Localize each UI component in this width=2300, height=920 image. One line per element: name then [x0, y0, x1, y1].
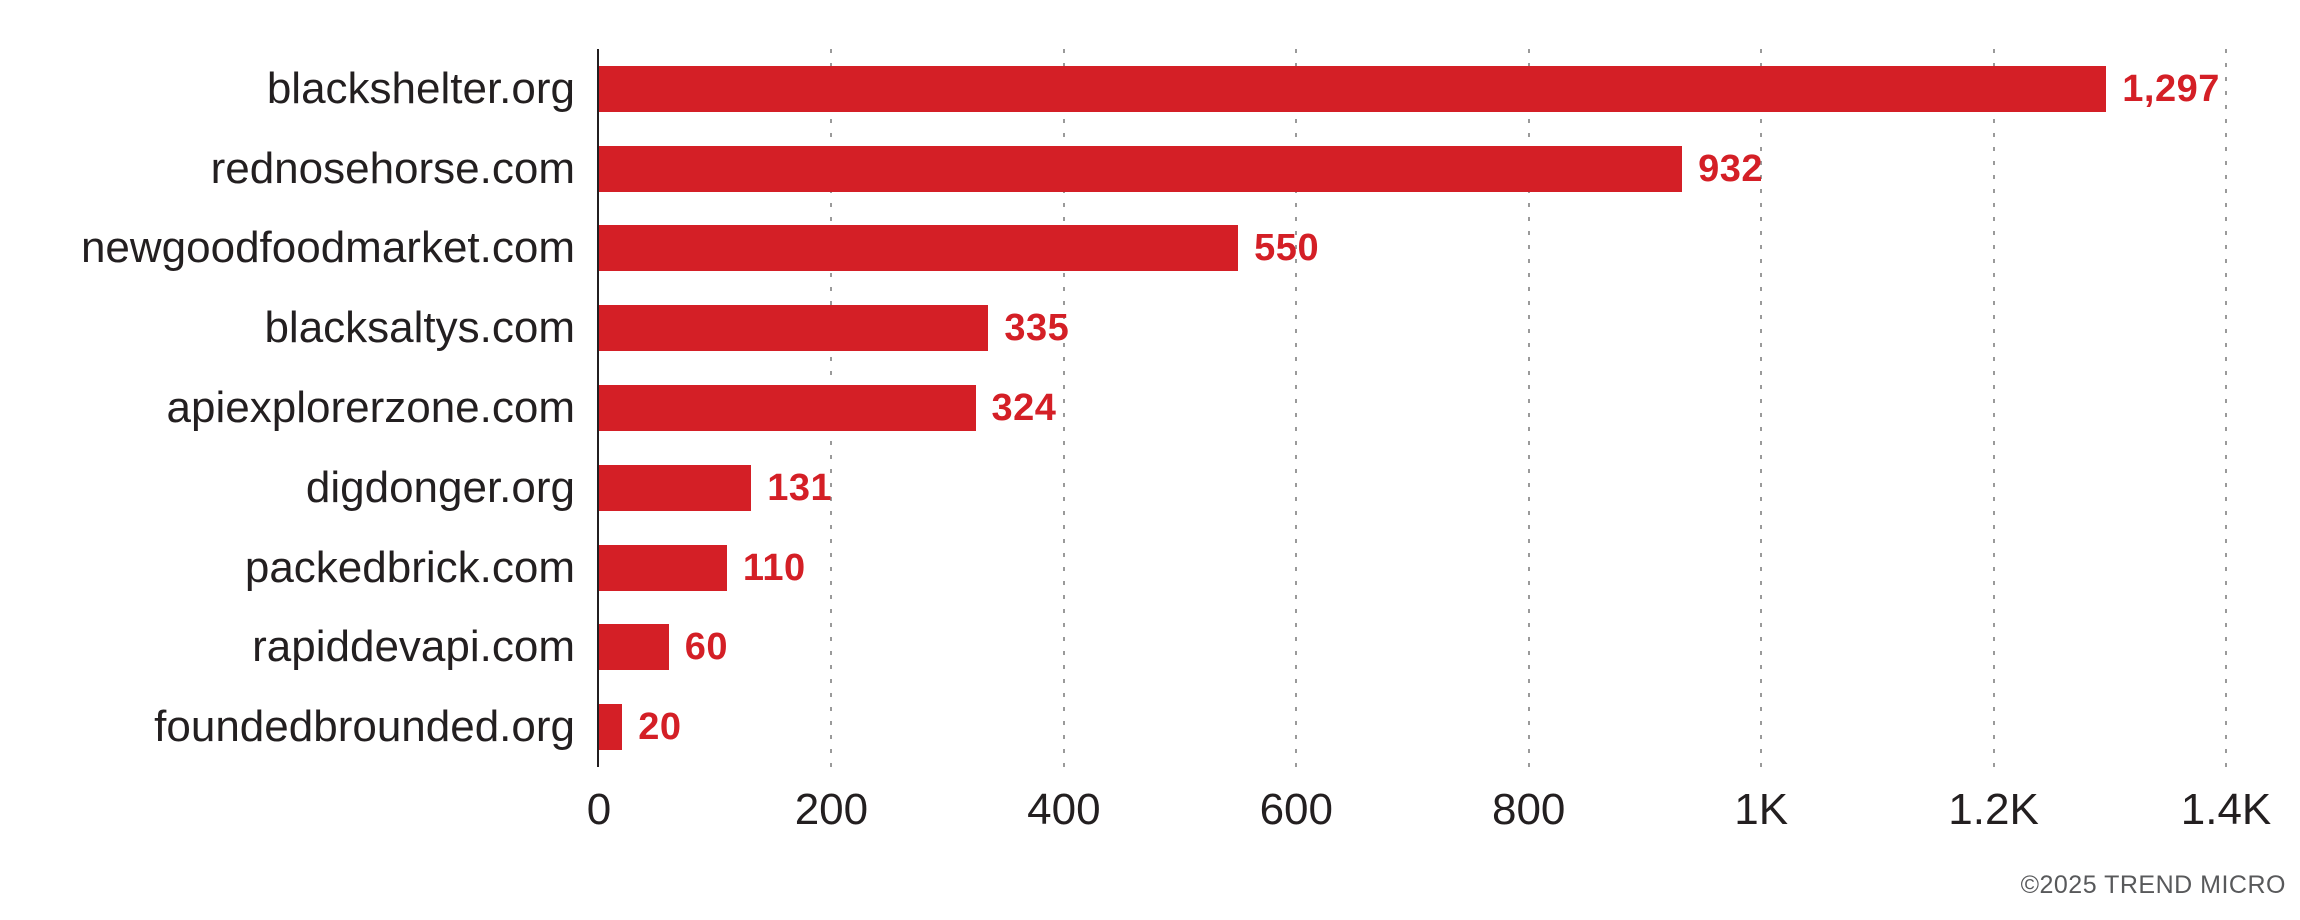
category-label-blackshelter.org: blackshelter.org	[266, 63, 575, 113]
bar-digdonger.org	[599, 464, 752, 511]
x-tick-label-600: 600	[1259, 785, 1333, 834]
bar-rednosehorse.com	[599, 145, 1683, 192]
bar-foundedbrounded.org	[599, 704, 623, 751]
x-tick-label-400: 400	[1027, 785, 1101, 834]
gridline-600	[1295, 49, 1298, 767]
bar-value-rednosehorse.com: 932	[1698, 147, 1764, 190]
bar-value-apiexplorerzone.com: 324	[991, 387, 1057, 429]
category-label-newgoodfoodmarket.com: newgoodfoodmarket.com	[80, 223, 575, 273]
bar-apiexplorerzone.com	[599, 385, 976, 431]
y-axis-category-labels: blackshelter.org rednosehorse.com newgoodf…	[0, 49, 575, 767]
bar-value-blacksaltys.com: 335	[1004, 307, 1070, 350]
category-label-foundedbrounded.org: foundedbrounded.org	[154, 702, 575, 752]
x-tick-label-200: 200	[794, 785, 869, 834]
x-tick-label-800: 800	[1491, 785, 1566, 834]
bar-value-newgoodfoodmarket.com: 550	[1254, 227, 1320, 270]
gridline-1.4K	[2225, 49, 2227, 767]
bar-value-packedbrick.com: 110	[742, 546, 806, 589]
category-label-rednosehorse.com: rednosehorse.com	[210, 143, 575, 193]
x-tick-label-1.2K: 1.2K	[1948, 785, 2039, 834]
category-label-digdonger.org: digdonger.org	[305, 462, 575, 512]
bar-value-rapiddevapi.com: 60	[684, 626, 728, 669]
category-label-packedbrick.com: packedbrick.com	[244, 542, 575, 592]
category-label-blacksaltys.com: blacksaltys.com	[264, 303, 575, 353]
bar-newgoodfoodmarket.com	[599, 225, 1239, 272]
x-tick-label-0: 0	[586, 785, 612, 834]
x-tick-label-1K: 1K	[1734, 785, 1789, 834]
plot-area: 1,297 932 550 335 324 131 110 60 20	[597, 49, 2227, 767]
gridline-1K	[1760, 49, 1763, 767]
bar-blacksaltys.com	[599, 305, 989, 352]
bar-value-digdonger.org: 131	[767, 466, 833, 509]
category-label-apiexplorerzone.com: apiexplorerzone.com	[166, 383, 575, 432]
y-axis-line	[597, 49, 599, 767]
bar-rapiddevapi.com	[599, 624, 669, 671]
x-tick-label-1.4K: 1.4K	[2180, 785, 2272, 834]
category-label-rapiddevapi.com: rapiddevapi.com	[252, 622, 575, 672]
gridline-1.2K	[1992, 49, 1995, 767]
bar-value-foundedbrounded.org: 20	[638, 706, 682, 749]
bar-value-blackshelter.org: 1,297	[2122, 67, 2220, 110]
bar-packedbrick.com	[599, 544, 727, 591]
x-axis-tick-labels: 0 200 400 600 800 1K 1.2K 1.4K	[587, 785, 2272, 844]
bar-blackshelter.org	[599, 65, 2107, 112]
copyright-text: ©2025 TREND MICRO	[2020, 871, 2286, 899]
gridline-800	[1527, 49, 1530, 767]
gridline-400	[1062, 49, 1065, 767]
